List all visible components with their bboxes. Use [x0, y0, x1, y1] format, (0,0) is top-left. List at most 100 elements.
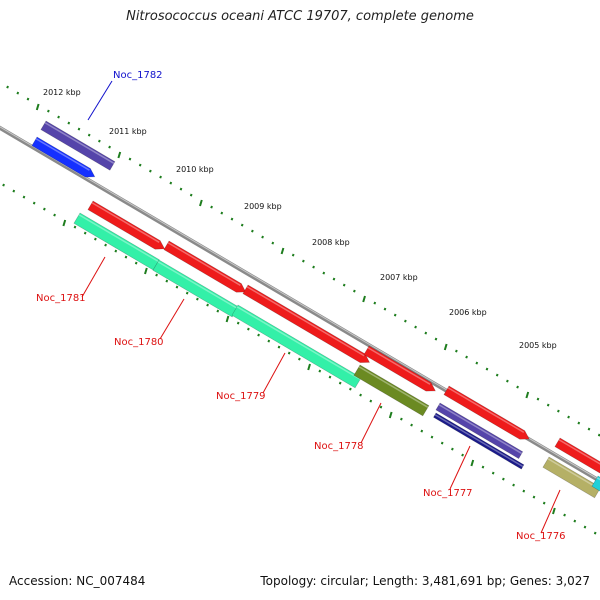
gene-label-noc-1776: Noc_1776 [516, 531, 566, 542]
feature-highlight [438, 404, 523, 455]
major-tick [362, 295, 366, 303]
minor-tick [563, 513, 566, 517]
feature-highlight [167, 242, 241, 286]
kbp-label: 2010 kbp [176, 165, 214, 174]
minor-tick [134, 261, 138, 265]
minor-tick [94, 237, 97, 241]
major-tick [388, 411, 393, 419]
minor-tick [138, 163, 142, 167]
minor-tick [257, 333, 260, 337]
feature-noc-1778 [353, 364, 430, 417]
feature-highlight [558, 439, 600, 465]
feature-noc-1779 [231, 304, 362, 389]
minor-tick [302, 259, 305, 263]
feature-cds-2 [163, 240, 247, 293]
minor-tick [502, 477, 505, 481]
minor-tick [261, 235, 264, 239]
gene-label-noc-1780: Noc_1780 [114, 337, 164, 348]
gene-leader-line [262, 352, 286, 394]
major-tick [117, 151, 122, 159]
gene-label-noc-1779: Noc_1779 [216, 391, 266, 402]
minor-tick [481, 465, 485, 469]
minor-tick [359, 393, 362, 397]
minor-tick [271, 241, 275, 245]
feature-cds-4 [363, 345, 436, 392]
minor-tick [597, 433, 600, 437]
minor-tick [349, 387, 352, 391]
feature-highlight [246, 286, 365, 357]
minor-tick [430, 435, 434, 439]
feature-highlight [35, 138, 90, 171]
minor-tick [240, 223, 244, 227]
feature-noc-1782-band [40, 120, 116, 171]
feature-cds-3 [242, 284, 370, 363]
kbp-label: 2008 kbp [312, 238, 350, 247]
minor-tick [128, 157, 132, 161]
minor-tick [342, 283, 346, 287]
minor-tick [373, 301, 377, 305]
feature-noc-1777-band [435, 402, 524, 460]
minor-tick [393, 313, 397, 317]
kbp-label: 2009 kbp [244, 202, 282, 211]
major-tick [307, 363, 311, 371]
major-tick [552, 507, 556, 515]
minor-tick [532, 495, 536, 499]
minor-tick [495, 373, 499, 377]
minor-tick [583, 525, 587, 529]
feature-highlight [236, 306, 361, 380]
minor-tick [291, 253, 295, 257]
minor-tick [332, 277, 336, 281]
minor-tick [485, 367, 489, 371]
minor-tick [108, 145, 111, 149]
major-tick [525, 391, 530, 399]
minor-tick [434, 337, 438, 341]
minor-tick [414, 325, 417, 329]
major-tick [443, 343, 448, 351]
feature-noc-1776 [542, 456, 600, 499]
feature-highlight [434, 414, 524, 468]
feature-noc-1780 [152, 259, 239, 318]
major-tick [280, 247, 285, 255]
minor-tick [577, 421, 581, 425]
gene-label-noc-1781: Noc_1781 [36, 293, 86, 304]
accession-text: Accession: NC_007484 [9, 574, 146, 588]
feature-highlight [91, 202, 160, 243]
minor-tick [338, 381, 342, 385]
feature-highlight [44, 122, 115, 164]
minor-tick [420, 429, 424, 433]
minor-tick [322, 271, 326, 275]
minor-tick [196, 297, 199, 301]
minor-tick [6, 85, 9, 89]
minor-tick [383, 307, 387, 311]
kbp-labels: 2012 kbp 2011 kbp 2010 kbp 2009 kbp 2008 kbp… [43, 88, 557, 350]
minor-tick [175, 285, 179, 289]
minor-tick [546, 403, 550, 407]
gene-leader-line [87, 80, 113, 121]
minor-tick [98, 139, 101, 143]
minor-tick [169, 181, 173, 185]
minor-tick [267, 339, 271, 343]
feature-highlight [78, 214, 159, 263]
feature-cds-5 [443, 385, 530, 440]
minor-tick [230, 217, 234, 221]
minor-tick [104, 243, 107, 247]
feature-noc-1777 [433, 412, 525, 470]
minor-tick [593, 531, 597, 535]
feature-highlight [367, 347, 431, 385]
minor-tick [328, 375, 332, 379]
minor-tick [87, 133, 91, 137]
feature-cds-6 [554, 437, 600, 474]
minor-tick [400, 417, 403, 421]
minor-tick [369, 399, 373, 403]
minor-tick [506, 379, 509, 383]
minor-tick [475, 361, 479, 365]
feature-highlight [157, 261, 238, 310]
major-tick [225, 315, 230, 323]
minor-tick [287, 351, 291, 355]
minor-tick [522, 489, 526, 493]
minor-tick [83, 231, 87, 235]
minor-tick [159, 175, 162, 179]
minor-tick [185, 291, 189, 295]
outer-tick-track [6, 85, 600, 437]
minor-tick [236, 321, 240, 325]
